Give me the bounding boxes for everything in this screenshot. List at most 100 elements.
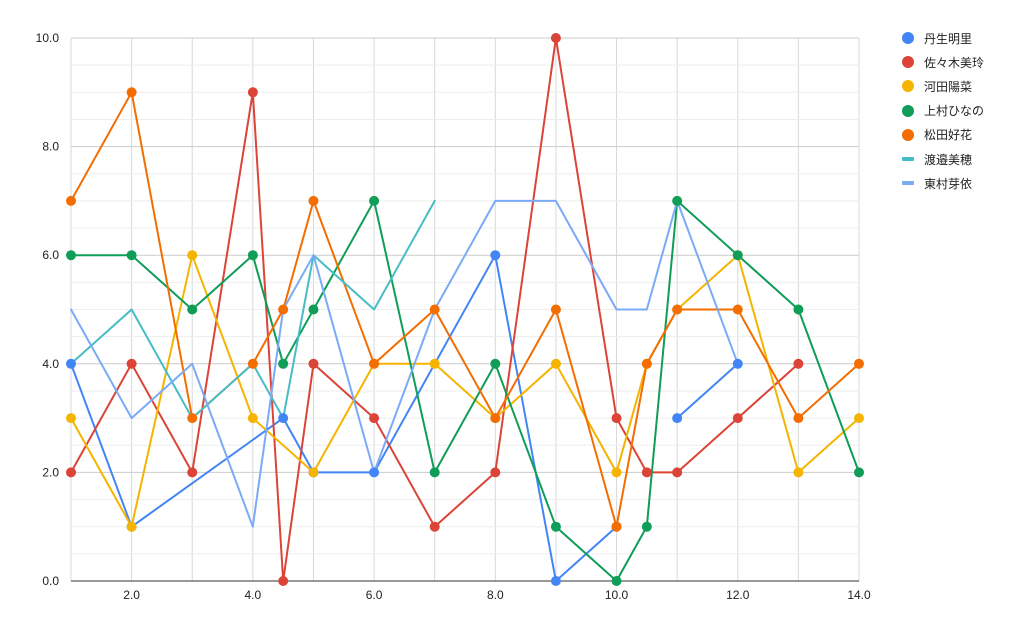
data-point [854,413,864,424]
data-point [308,467,319,478]
data-point [429,304,440,315]
data-point [611,467,622,478]
data-point [429,521,440,532]
y-tick-label: 8.0 [42,140,59,154]
data-point [490,358,501,369]
x-tick-label: 2.0 [123,588,140,602]
data-point [854,358,864,369]
chart-legend: 丹生明里佐々木美玲河田陽菜上村ひなの松田好花渡邉美穂東村芽依 [902,26,1022,195]
legend-item: 東村芽依 [902,171,1022,195]
legend-dot-icon [902,128,914,141]
legend-line-icon [902,157,914,162]
data-point [672,195,683,206]
series-markers [66,33,864,586]
data-point [278,304,289,315]
data-point [66,358,76,369]
y-tick-label: 0.0 [42,574,59,588]
y-tick-label: 10.0 [36,31,60,45]
legend-dot-icon [902,104,914,117]
y-tick-label: 2.0 [42,465,59,479]
data-point [793,358,804,369]
legend-dot-icon [902,80,914,93]
legend-item: 佐々木美玲 [902,50,1022,74]
data-point [278,576,289,586]
data-point [732,358,743,369]
data-point [732,413,743,424]
data-point [550,358,561,369]
legend-line-icon [902,181,914,186]
data-point [187,250,198,261]
legend-label: 河田陽菜 [924,79,973,94]
data-point [369,467,380,478]
data-point [854,467,864,478]
data-point [429,467,440,478]
data-point [550,521,561,532]
x-tick-label: 6.0 [366,588,383,602]
data-point [278,413,289,424]
data-point [490,250,501,261]
data-point [126,521,137,532]
data-point [641,467,652,478]
data-point [247,87,258,98]
x-tick-label: 4.0 [245,588,262,602]
legend-label: 松田好花 [924,128,973,143]
data-point [490,467,501,478]
data-point [793,304,804,315]
data-point [66,250,76,261]
data-point [672,413,683,424]
data-point [641,521,652,532]
data-point [369,195,380,206]
tick-labels: 0.0 2.0 4.0 6.0 8.0 10.0 2.0 4.0 6.0 8.0 10.0 12.0 1… [36,31,871,602]
legend-item: 丹生明里 [902,26,1022,50]
data-point [66,195,76,206]
data-point [308,195,319,206]
data-point [308,304,319,315]
data-point [550,33,561,43]
data-point [611,576,622,586]
legend-label: 渡邉美穂 [924,152,973,167]
y-tick-label: 4.0 [42,357,59,371]
data-point [550,576,561,586]
data-point [187,413,198,424]
x-tick-label: 10.0 [605,588,629,602]
data-point [126,87,137,98]
data-point [369,358,380,369]
legend-item: 松田好花 [902,123,1022,147]
series-line [70,199,860,582]
data-point [308,358,319,369]
legend-item: 渡邉美穂 [902,147,1022,171]
data-point [247,250,258,261]
legend-dot-icon [902,56,914,69]
x-tick-label: 12.0 [726,588,750,602]
series-line [70,254,618,582]
data-point [187,304,198,315]
legend-item: 上村ひなの [902,99,1022,123]
data-point [732,304,743,315]
data-point [672,467,683,478]
y-tick-label: 6.0 [42,248,59,262]
data-point [126,358,137,369]
data-point [611,413,622,424]
data-point [490,413,501,424]
data-point [126,250,137,261]
data-point [247,413,258,424]
data-point [247,358,258,369]
legend-item: 河田陽菜 [902,74,1022,98]
series-line [70,199,739,528]
data-point [66,413,76,424]
x-tick-label: 8.0 [487,588,504,602]
data-point [641,358,652,369]
data-point [429,358,440,369]
series-line [70,199,436,420]
legend-label: 丹生明里 [924,31,973,46]
legend-label: 佐々木美玲 [924,55,985,70]
data-point [611,521,622,532]
data-point [793,413,804,424]
x-tick-label: 14.0 [847,588,871,602]
data-point [187,467,198,478]
data-point [732,250,743,261]
data-point [793,467,804,478]
data-point [672,304,683,315]
data-point [550,304,561,315]
